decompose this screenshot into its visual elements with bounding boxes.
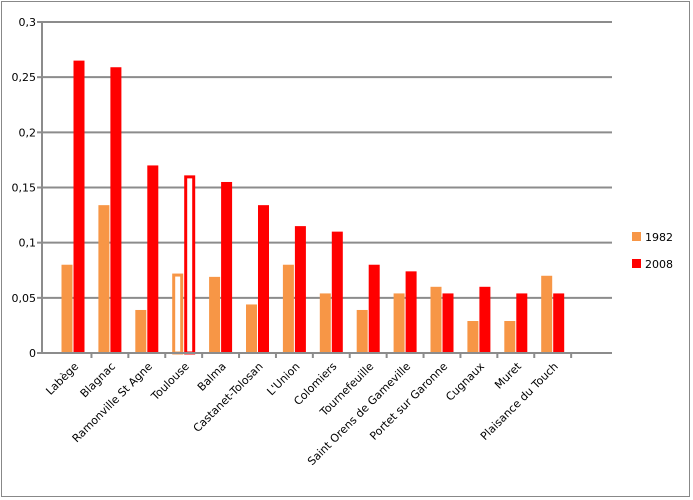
bar-1982	[282, 264, 294, 353]
bar-1982	[541, 275, 553, 353]
y-tick-label: 0,1	[19, 237, 37, 250]
bar-1982	[246, 304, 257, 353]
x-tick-label: Muret	[492, 359, 524, 391]
bar-1982	[356, 309, 368, 353]
bar-1982	[98, 205, 110, 353]
bar-1982	[319, 293, 331, 353]
bar-1982	[135, 309, 147, 353]
legend-label-2008: 2008	[645, 258, 673, 271]
bar-2008	[110, 67, 122, 353]
bar-2008	[405, 271, 417, 353]
bar-1982	[504, 321, 516, 353]
bar-2008	[294, 226, 306, 353]
bar-1982	[209, 276, 221, 353]
y-tick-label: 0,3	[19, 16, 37, 29]
bar-2008	[368, 264, 380, 353]
x-tick-label: Balma	[195, 360, 229, 394]
bar-1982-highlighted	[172, 273, 184, 355]
x-tick-label: Toulouse	[148, 360, 192, 404]
y-tick-label: 0,2	[19, 126, 37, 139]
legend-swatch-1982	[632, 232, 641, 241]
bar-2008-highlighted	[184, 175, 196, 355]
bar-1982	[393, 293, 405, 353]
bar-1982	[467, 321, 479, 353]
y-tick-label: 0,15	[12, 182, 37, 195]
y-tick-label: 0	[29, 347, 36, 360]
bar-2008	[516, 293, 528, 353]
bar-2008	[258, 205, 269, 353]
x-tick-label: Labège	[43, 360, 81, 398]
legend-swatch-2008	[632, 259, 641, 268]
bar-2008	[553, 293, 565, 353]
bar-2008	[479, 286, 491, 353]
bar-2008	[73, 60, 85, 353]
y-tick-label: 0,25	[12, 71, 37, 84]
y-tick-label: 0,05	[12, 292, 37, 305]
x-tick-label: Castanet-Tolosan	[191, 360, 266, 435]
bar-2008	[147, 165, 159, 353]
x-tick-label: Cugnaux	[443, 360, 487, 404]
bar-1982	[61, 264, 73, 353]
bar-2008	[331, 231, 343, 353]
bar-1982	[430, 286, 442, 353]
bar-2008	[221, 181, 233, 353]
legend-label-1982: 1982	[645, 231, 673, 244]
bar-2008	[442, 293, 454, 353]
